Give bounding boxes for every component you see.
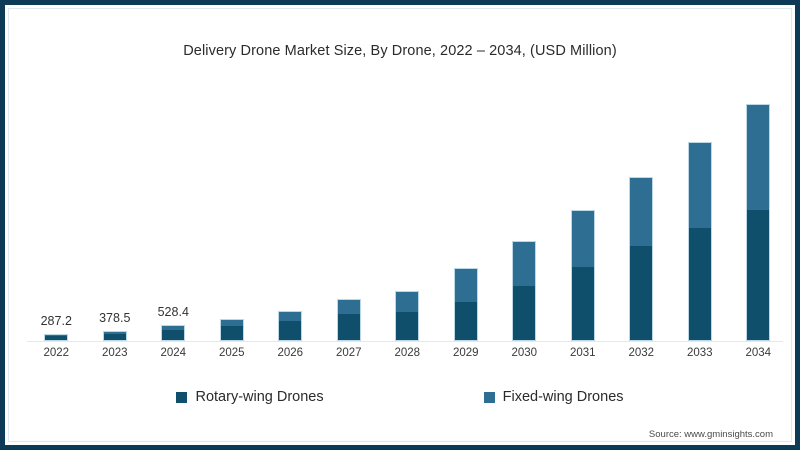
legend-item-fixed-wing[interactable]: Fixed-wing Drones	[483, 389, 624, 405]
bar-segment-fixed-wing[interactable]	[629, 177, 654, 246]
legend-label-rotary-wing: Rotary-wing Drones	[195, 389, 324, 405]
bar-segment-fixed-wing[interactable]	[687, 142, 712, 228]
bar-column[interactable]	[437, 75, 496, 341]
bar-column[interactable]	[261, 75, 320, 341]
legend-item-rotary-wing[interactable]: Rotary-wing Drones	[176, 389, 324, 405]
bar-segment-rotary-wing[interactable]	[453, 302, 478, 341]
bar-segment-rotary-wing[interactable]	[746, 210, 771, 341]
stacked-bar[interactable]	[278, 311, 303, 341]
source-attribution: Source: www.gminsights.com	[648, 429, 773, 440]
stacked-bar[interactable]	[44, 334, 69, 341]
bar-column[interactable]	[612, 75, 671, 341]
stacked-bar[interactable]	[570, 210, 595, 341]
x-axis-tick-label: 2032	[628, 347, 655, 359]
bar-segment-rotary-wing[interactable]	[336, 314, 361, 341]
x-axis-tick-label: 2022	[43, 347, 70, 359]
bar-segment-rotary-wing[interactable]	[161, 330, 186, 341]
bar-segment-rotary-wing[interactable]	[102, 334, 127, 341]
stacked-bar[interactable]	[512, 241, 537, 341]
stacked-bar[interactable]	[629, 177, 654, 341]
stacked-bar[interactable]	[687, 142, 712, 341]
bar-segment-fixed-wing[interactable]	[336, 299, 361, 314]
bar-segment-fixed-wing[interactable]	[512, 241, 537, 286]
bar-column[interactable]	[495, 75, 554, 341]
legend-label-fixed-wing: Fixed-wing Drones	[502, 389, 624, 405]
chart-title: Delivery Drone Market Size, By Drone, 20…	[183, 43, 617, 59]
bar-segment-fixed-wing[interactable]	[102, 331, 127, 334]
bar-column[interactable]	[378, 75, 437, 341]
bar-column[interactable]	[554, 75, 613, 341]
stacked-bar[interactable]	[746, 104, 771, 341]
x-axis-tick-label: 2024	[160, 347, 187, 359]
legend-swatch-rotary-wing	[176, 391, 188, 403]
bar-value-label: 528.4	[157, 305, 189, 319]
x-axis-tick-label: 2023	[101, 347, 128, 359]
x-axis-baseline	[27, 341, 783, 342]
stacked-bar[interactable]	[395, 291, 420, 341]
chart-legend: Rotary-wing Drones Fixed-wing Drones	[5, 389, 795, 405]
bar-segment-rotary-wing[interactable]	[570, 267, 595, 341]
bar-column[interactable]	[203, 75, 262, 341]
bar-segment-fixed-wing[interactable]	[570, 210, 595, 267]
x-axis-tick-label: 2030	[511, 347, 538, 359]
bar-segment-fixed-wing[interactable]	[219, 319, 244, 326]
bar-column[interactable]: 378.5	[86, 75, 145, 341]
bar-column[interactable]: 528.4	[144, 75, 203, 341]
bar-segment-rotary-wing[interactable]	[395, 312, 420, 341]
bar-segment-rotary-wing[interactable]	[629, 246, 654, 341]
legend-swatch-fixed-wing	[483, 391, 495, 403]
stacked-bar[interactable]	[453, 268, 478, 341]
x-axis-tick-label: 2027	[335, 347, 362, 359]
bar-segment-fixed-wing[interactable]	[746, 104, 771, 210]
bar-segment-rotary-wing[interactable]	[44, 336, 69, 341]
x-axis-tick-label: 2034	[745, 347, 772, 359]
bar-segment-fixed-wing[interactable]	[278, 311, 303, 321]
bar-value-label: 287.2	[40, 314, 72, 328]
stacked-bar[interactable]	[219, 319, 244, 341]
bar-segment-fixed-wing[interactable]	[395, 291, 420, 312]
x-axis-tick-label: 2031	[569, 347, 596, 359]
plot-area: 287.2 378.5 528.4	[27, 75, 781, 341]
chart-inner-border	[8, 8, 792, 442]
stacked-bar[interactable]	[102, 331, 127, 341]
bar-segment-rotary-wing[interactable]	[512, 286, 537, 341]
bar-segment-fixed-wing[interactable]	[161, 325, 186, 330]
bar-segment-fixed-wing[interactable]	[453, 268, 478, 302]
bar-column[interactable]	[671, 75, 730, 341]
stacked-bar[interactable]	[161, 325, 186, 341]
x-axis-tick-label: 2028	[394, 347, 421, 359]
x-axis-tick-label: 2026	[277, 347, 304, 359]
bar-column[interactable]	[320, 75, 379, 341]
bar-column[interactable]: 287.2	[27, 75, 86, 341]
bar-segment-rotary-wing[interactable]	[278, 321, 303, 341]
bar-column[interactable]	[729, 75, 788, 341]
bar-segment-fixed-wing[interactable]	[44, 334, 69, 336]
stacked-bar[interactable]	[336, 299, 361, 341]
bar-value-label: 378.5	[99, 311, 131, 325]
x-axis-tick-label: 2025	[218, 347, 245, 359]
x-axis-tick-label: 2033	[686, 347, 713, 359]
x-axis-tick-label: 2029	[452, 347, 479, 359]
bar-segment-rotary-wing[interactable]	[687, 228, 712, 341]
bar-segment-rotary-wing[interactable]	[219, 326, 244, 341]
